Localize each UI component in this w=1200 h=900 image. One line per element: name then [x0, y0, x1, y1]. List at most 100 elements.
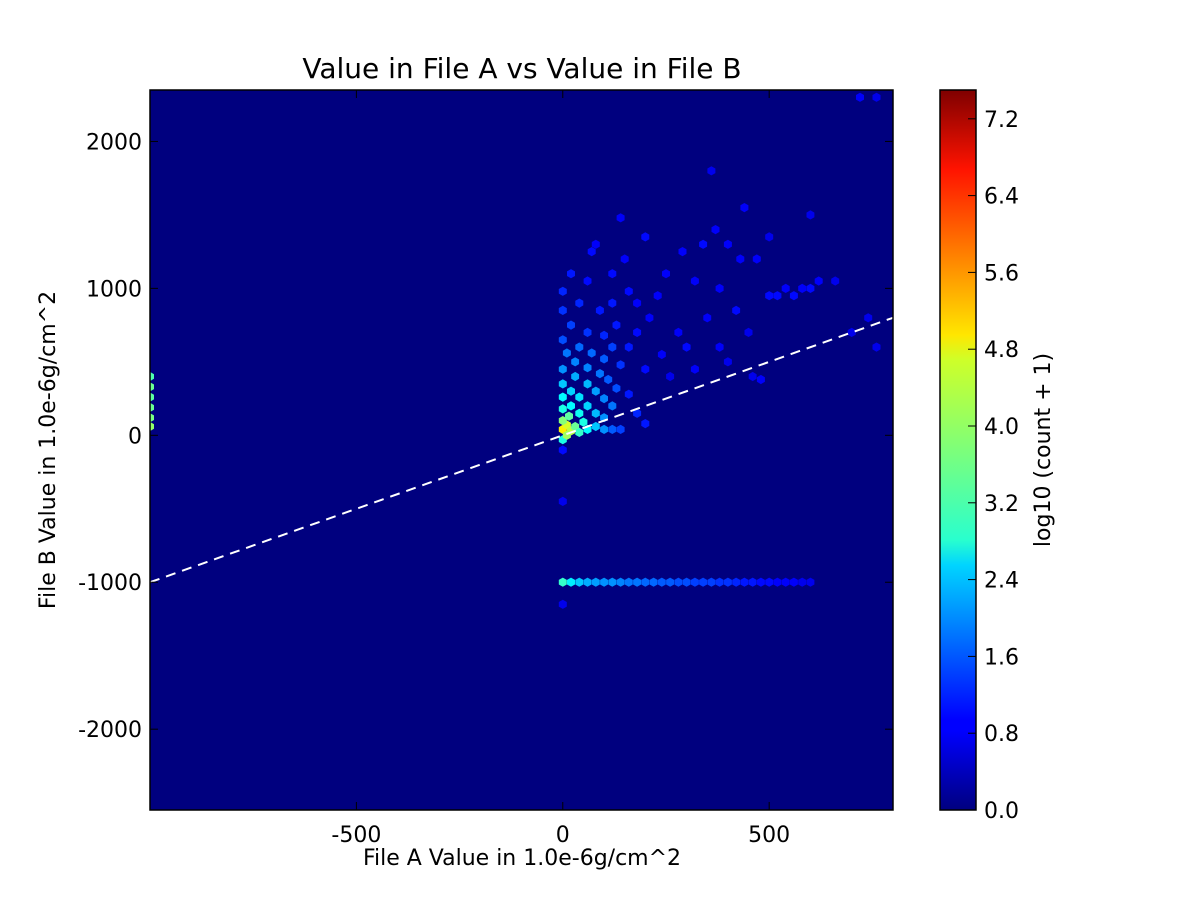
hexbin-cell: [682, 577, 691, 587]
hexbin-cell: [604, 374, 613, 385]
hexbin-cell: [150, 413, 154, 423]
hexbin-cell: [595, 369, 604, 379]
hexbin-cell: [633, 327, 642, 337]
hexbin-cell: [583, 276, 592, 286]
colorbar-tick-label: 1.6: [984, 645, 1019, 670]
hexbin-cell: [748, 577, 757, 587]
hexbin-cell: [847, 327, 856, 337]
hexbin-cell: [150, 382, 154, 392]
plot-frame: [149, 89, 894, 811]
hexbin-cell: [756, 374, 765, 385]
hexbin-cell: [752, 254, 761, 264]
hexbin-cell: [575, 408, 584, 418]
hexbin-cell: [583, 379, 592, 389]
hexbin-cell: [781, 577, 790, 587]
colorbar-tick-label: 4.0: [984, 415, 1019, 440]
hexbin-cell: [608, 269, 617, 279]
hexbin-cell: [715, 342, 724, 352]
y-tick-label: 1000: [86, 277, 142, 302]
hexbin-cell: [567, 386, 575, 396]
x-tick-label: -500: [331, 823, 381, 848]
hexbin-cell: [641, 364, 650, 374]
x-axis-ticks: -500 0 500: [331, 90, 790, 848]
hexbin-cell: [600, 577, 608, 587]
hexbin-cell: [740, 577, 749, 587]
hexbin-cell: [641, 419, 650, 429]
hexbin-cell: [571, 421, 580, 432]
hexbin-cell: [690, 577, 699, 587]
hexbin-cell: [562, 348, 571, 358]
hexbin-cell: [612, 383, 621, 393]
hexbin-cell: [690, 276, 699, 286]
hexbin-cell: [732, 577, 741, 587]
x-tick-label: 500: [748, 823, 790, 848]
hexbin-cell: [608, 298, 617, 308]
hexbin-cell: [558, 577, 567, 587]
hexbin-cell: [558, 305, 567, 315]
hexbin-cell: [565, 411, 573, 421]
hexbin-cell: [571, 357, 580, 367]
hexbin-cell: [591, 408, 600, 418]
colorbar-tick-label: 4.8: [984, 338, 1019, 363]
hexbin-cell: [558, 496, 567, 506]
hexbin-cell: [150, 421, 154, 432]
hexbin-cell: [649, 577, 658, 587]
hexbin-cell: [583, 363, 592, 373]
hexbin-cell: [707, 166, 716, 176]
hexbin-cell: [616, 424, 625, 434]
hexbin-cell: [587, 247, 596, 257]
hexbin-cell: [723, 239, 732, 249]
hexbin-cell: [674, 577, 683, 587]
hexbin-cell: [575, 298, 584, 308]
hexbin-cell: [558, 392, 567, 402]
hexbin-cell: [558, 445, 567, 455]
hexbin-cell: [558, 379, 567, 389]
hexbin-cell: [740, 203, 749, 213]
hexbin-cell: [633, 408, 642, 418]
hexbin-cell: [600, 330, 608, 340]
hexbin-cell: [744, 327, 753, 337]
hexbin-cell: [624, 577, 633, 587]
colorbar-tick-label: 0.0: [984, 799, 1019, 824]
hexbin-cell: [789, 577, 798, 587]
hexbin-cell: [558, 416, 567, 426]
hexbin-cell: [624, 342, 633, 352]
hexbin-cell: [587, 348, 596, 358]
hexbin-cell: [641, 577, 650, 587]
hexbin-cell: [806, 210, 815, 220]
hexbin-cell: [641, 232, 650, 242]
hexbin-cell: [831, 276, 840, 286]
hexbin-cell: [558, 599, 567, 609]
hexbin-cell: [872, 92, 881, 102]
hexbin-cell: [657, 349, 666, 360]
chart-title: Value in File A vs Value in File B: [302, 52, 741, 85]
colorbar-tick-label: 6.4: [984, 185, 1019, 210]
hexbin-cell: [575, 427, 584, 437]
hexbin-cell: [608, 342, 617, 352]
y-axis-label: File B Value in 1.0e-6g/cm^2: [36, 291, 61, 609]
hexbin-cell: [707, 577, 716, 587]
hexbin-cell: [595, 305, 604, 315]
hexbin-cell: [616, 577, 625, 587]
hexbin-cell: [150, 392, 154, 402]
hexbin-cell: [789, 291, 798, 301]
hexbin-cell: [723, 577, 732, 587]
y-tick-label: -1000: [78, 571, 142, 596]
hexbin-cell: [736, 254, 745, 264]
hexbin-cell: [616, 360, 625, 370]
hexbin-cell: [748, 371, 757, 382]
hexbin-cell: [600, 424, 608, 434]
hexbin-cell: [608, 577, 617, 587]
x-axis-label: File A Value in 1.0e-6g/cm^2: [363, 846, 681, 871]
hexbin-cell: [856, 92, 864, 102]
hexbin-cell: [571, 371, 580, 382]
hexbin-cell: [567, 401, 575, 411]
hexbin-cell: [591, 386, 600, 396]
hexbin-cell: [798, 577, 807, 587]
y-tick-label: -2000: [78, 718, 142, 743]
hexbin-cell: [558, 335, 567, 345]
hexbin-cell: [723, 357, 732, 367]
hexbin-cell: [806, 283, 815, 293]
hexbin-cell: [703, 313, 712, 323]
hexbin-cell: [773, 291, 782, 301]
